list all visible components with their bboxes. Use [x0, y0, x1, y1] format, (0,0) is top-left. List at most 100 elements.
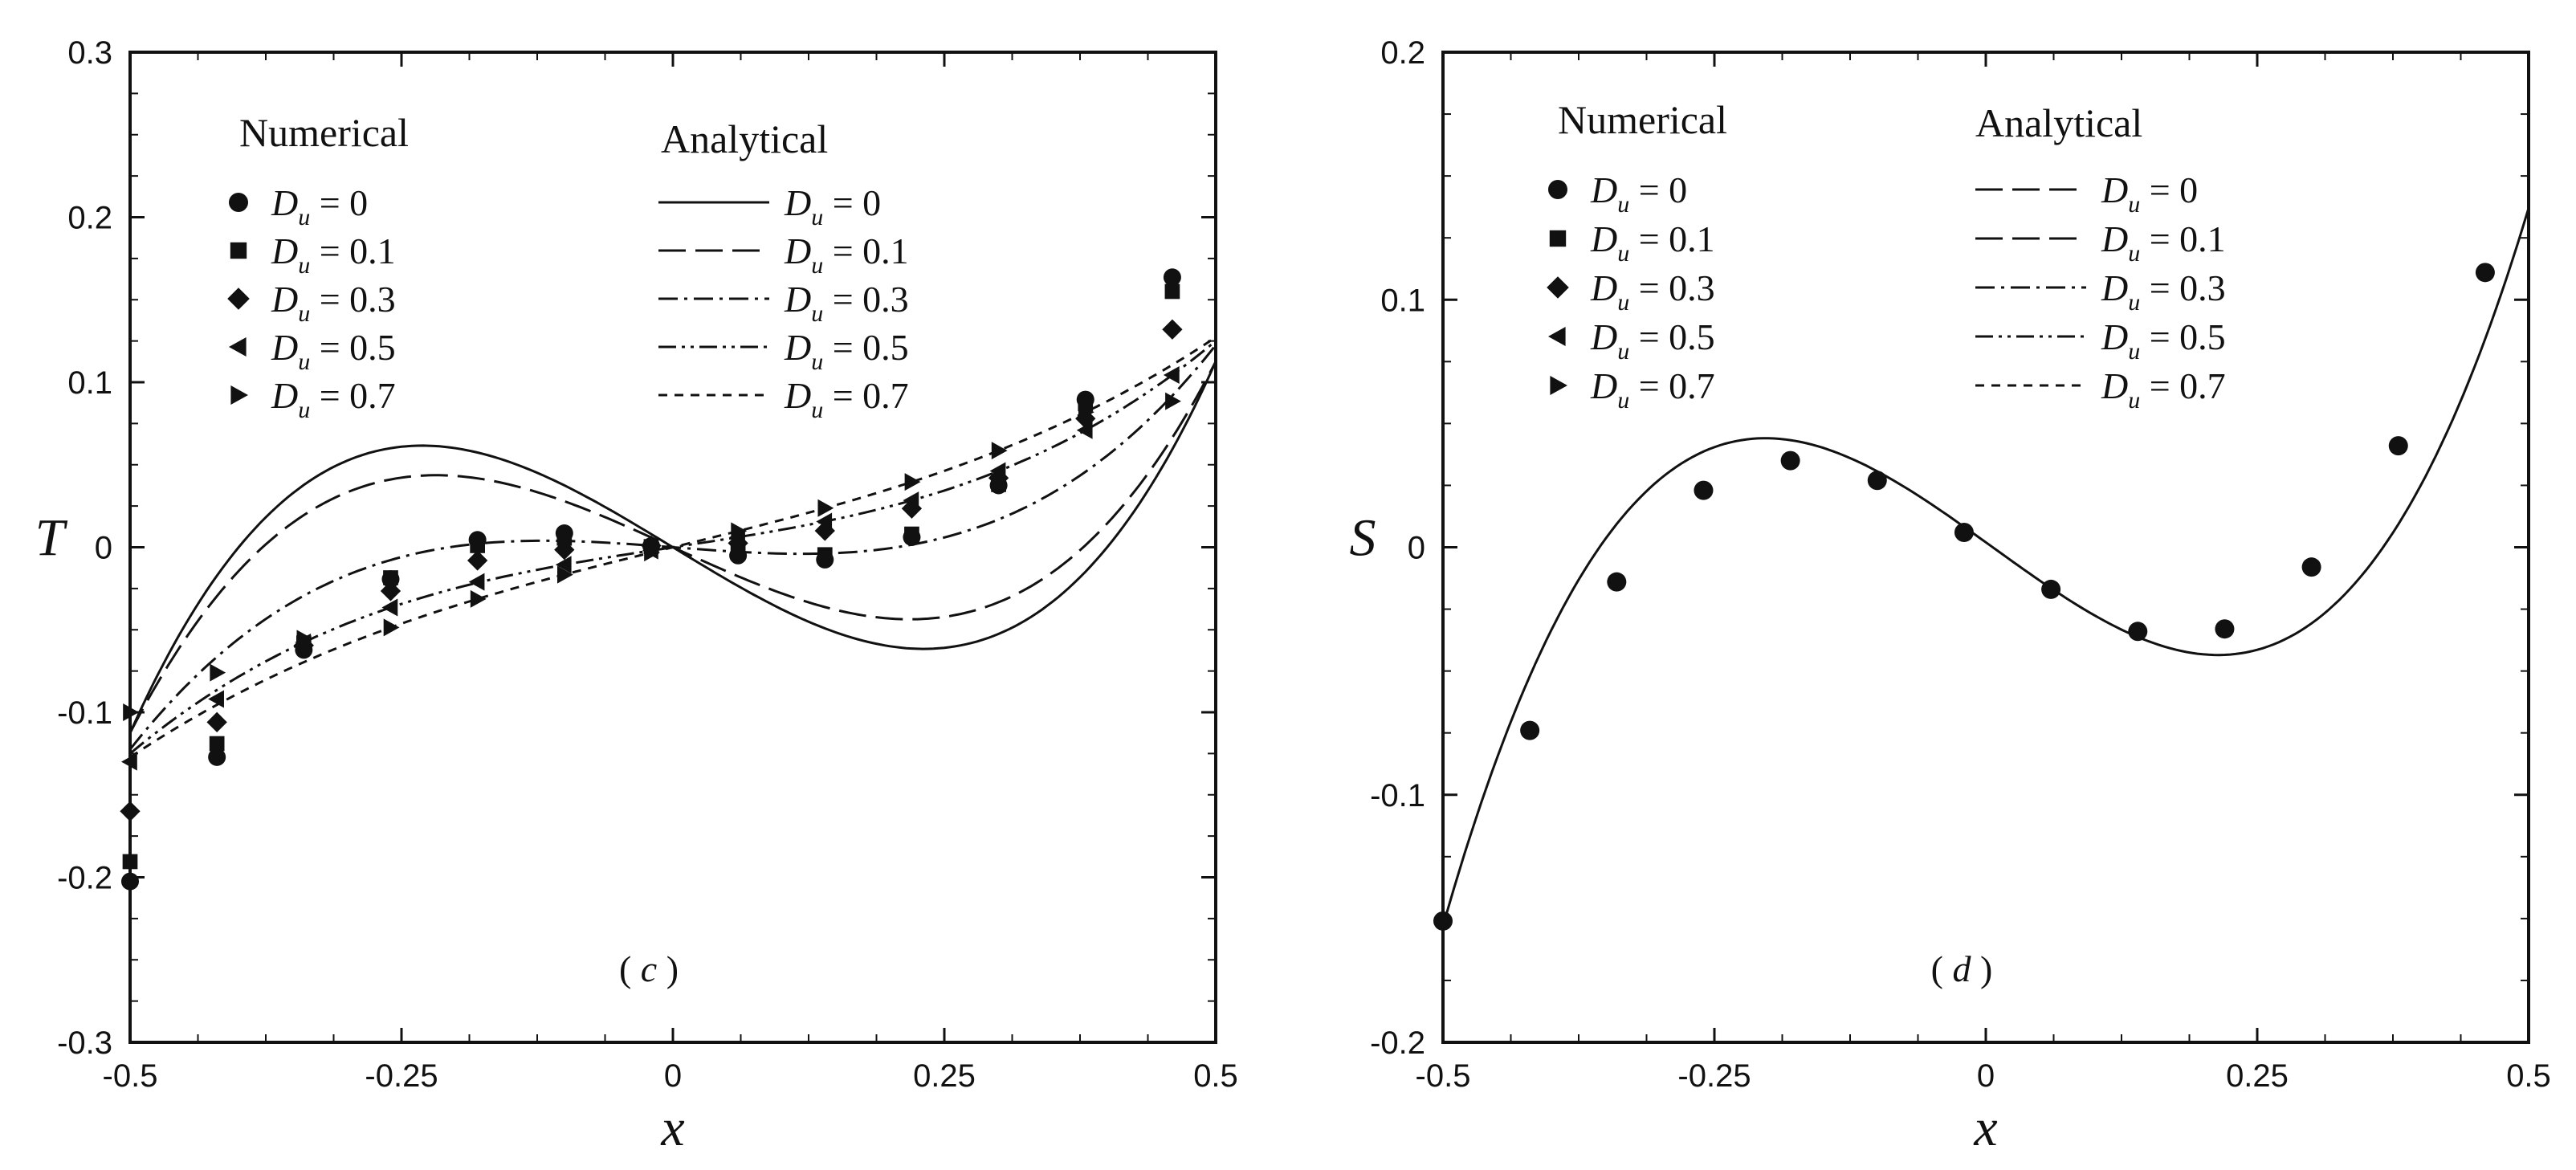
panel-label: ( d )	[1931, 948, 1993, 989]
data-point-square	[122, 854, 138, 870]
legend-numerical-entry: Du = 0.1	[271, 230, 396, 279]
legend-analytical-entry: Du = 0.5	[2101, 316, 2226, 365]
legend-numerical-entry: Du = 0.7	[271, 375, 396, 423]
data-point-circle	[1867, 471, 1887, 491]
legend-analytical-entry: Du = 0.3	[784, 279, 909, 327]
data-point-circle	[2128, 622, 2148, 642]
legend-marker-diamond	[1547, 276, 1569, 299]
legend-numerical-entry: Du = 0.1	[1590, 218, 1715, 267]
x-tick-label: -0.25	[1677, 1058, 1751, 1094]
data-point-circle	[1433, 911, 1453, 931]
legend-analytical-title: Analytical	[661, 116, 828, 161]
data-point-triangle-right	[644, 544, 660, 562]
legend-numerical-entry: Du = 0.3	[271, 279, 396, 327]
data-point-circle	[2041, 579, 2061, 599]
y-tick-label: -0.3	[57, 1025, 112, 1061]
data-point-triangle-left	[989, 462, 1006, 480]
legend-numerical-title: Numerical	[1558, 97, 1727, 142]
data-point-triangle-right	[296, 630, 313, 648]
series-line-5	[129, 336, 1217, 759]
legend-numerical-entry: Du = 0	[271, 182, 368, 230]
x-tick-label: 0.25	[2226, 1058, 2289, 1094]
data-point-circle	[121, 872, 139, 891]
data-point-circle	[2301, 557, 2321, 577]
data-point-diamond	[901, 498, 923, 519]
legend-analytical-entry: Du = 0.3	[2101, 267, 2226, 316]
data-point-triangle-left	[555, 556, 572, 574]
data-point-triangle-left	[816, 512, 833, 531]
legend-marker-circle	[1548, 180, 1567, 199]
legend-analytical-entry: Du = 0	[2101, 169, 2198, 218]
legend-marker-triangle-left	[229, 337, 247, 357]
x-tick-label: 0.25	[913, 1058, 976, 1094]
data-point-circle	[1163, 268, 1181, 287]
data-point-square	[209, 736, 225, 752]
data-point-diamond	[554, 539, 575, 561]
y-axis-label: S	[1350, 509, 1376, 568]
data-point-square	[383, 570, 398, 585]
data-point-triangle-left	[121, 752, 137, 771]
data-point-square	[1164, 283, 1180, 300]
data-point-circle	[208, 748, 226, 766]
y-axis-label: T	[35, 509, 68, 568]
y-tick-label: 0	[1408, 531, 1425, 566]
panel-d-chart: -0.5 -0.25 0 0.25 0.5 -0.2 -0.1 0 0.1 0.2 x S ( d ) N…	[1350, 35, 2551, 1157]
x-axis-label: x	[1973, 1099, 1997, 1157]
data-point-triangle-right	[904, 473, 921, 491]
y-tick-label: 0.1	[67, 365, 112, 401]
legend-marker-circle	[229, 193, 248, 212]
legend-marker-square	[1549, 230, 1567, 247]
series-line-S	[1441, 207, 2530, 927]
legend-analytical-entry: Du = 0	[784, 182, 881, 230]
x-tick-label: 0	[664, 1058, 682, 1094]
data-point-circle	[2215, 619, 2235, 639]
legend-analytical-entry: Du = 0.1	[2101, 218, 2226, 267]
x-tick-label: 0.5	[2506, 1058, 2551, 1094]
data-point-triangle-right	[731, 522, 748, 540]
data-point-triangle-left	[903, 491, 919, 510]
data-point-triangle-left	[468, 573, 485, 591]
data-point-diamond	[380, 581, 401, 601]
data-point-triangle-right	[1165, 392, 1181, 410]
data-point-circle	[1607, 572, 1627, 592]
data-point-triangle-left	[381, 598, 398, 617]
y-tick-label: -0.1	[57, 695, 112, 731]
y-tick-label: -0.2	[1370, 1025, 1425, 1061]
y-tick-label: 0.2	[1380, 35, 1425, 71]
legend-marker-square	[230, 242, 247, 259]
data-point-triangle-right	[383, 618, 400, 637]
legend-marker-triangle-right	[230, 385, 248, 405]
y-tick-label: 0.2	[67, 201, 112, 236]
data-point-triangle-left	[1076, 421, 1093, 439]
data-point-diamond	[206, 711, 227, 732]
data-point-diamond	[1162, 319, 1183, 340]
data-point-circle	[1954, 523, 1974, 543]
x-axis-label: x	[660, 1099, 684, 1157]
data-point-triangle-left	[1163, 365, 1180, 384]
data-point-triangle-right	[1078, 403, 1094, 422]
x-tick-label: -0.5	[1416, 1058, 1471, 1094]
data-point-triangle-right	[470, 589, 487, 608]
legend-numerical-entry: Du = 0.7	[1590, 365, 1715, 414]
legend-analytical-entry: Du = 0.7	[784, 375, 909, 423]
data-point-circle	[1520, 720, 1540, 740]
legend-analytical-title: Analytical	[1975, 100, 2142, 145]
data-point-square	[470, 538, 485, 553]
y-tick-label: 0.3	[67, 35, 112, 71]
data-point-triangle-right	[557, 565, 573, 584]
legend-numerical-title: Numerical	[239, 110, 409, 155]
data-point-square	[817, 547, 833, 563]
data-point-triangle-right	[991, 442, 1008, 460]
data-point-circle	[1780, 450, 1800, 471]
legend-marker-triangle-right	[1550, 376, 1567, 395]
panel-label: ( c )	[619, 948, 679, 989]
data-point-diamond	[120, 801, 141, 821]
x-tick-label: 0.5	[1193, 1058, 1238, 1094]
legend-analytical-entry: Du = 0.5	[784, 327, 909, 375]
data-point-circle	[1694, 480, 1714, 500]
legend-analytical-entry: Du = 0.1	[784, 230, 909, 279]
legend-numerical-entry: Du = 0	[1590, 169, 1687, 218]
data-point-square	[904, 526, 919, 542]
data-point-diamond	[988, 467, 1009, 488]
